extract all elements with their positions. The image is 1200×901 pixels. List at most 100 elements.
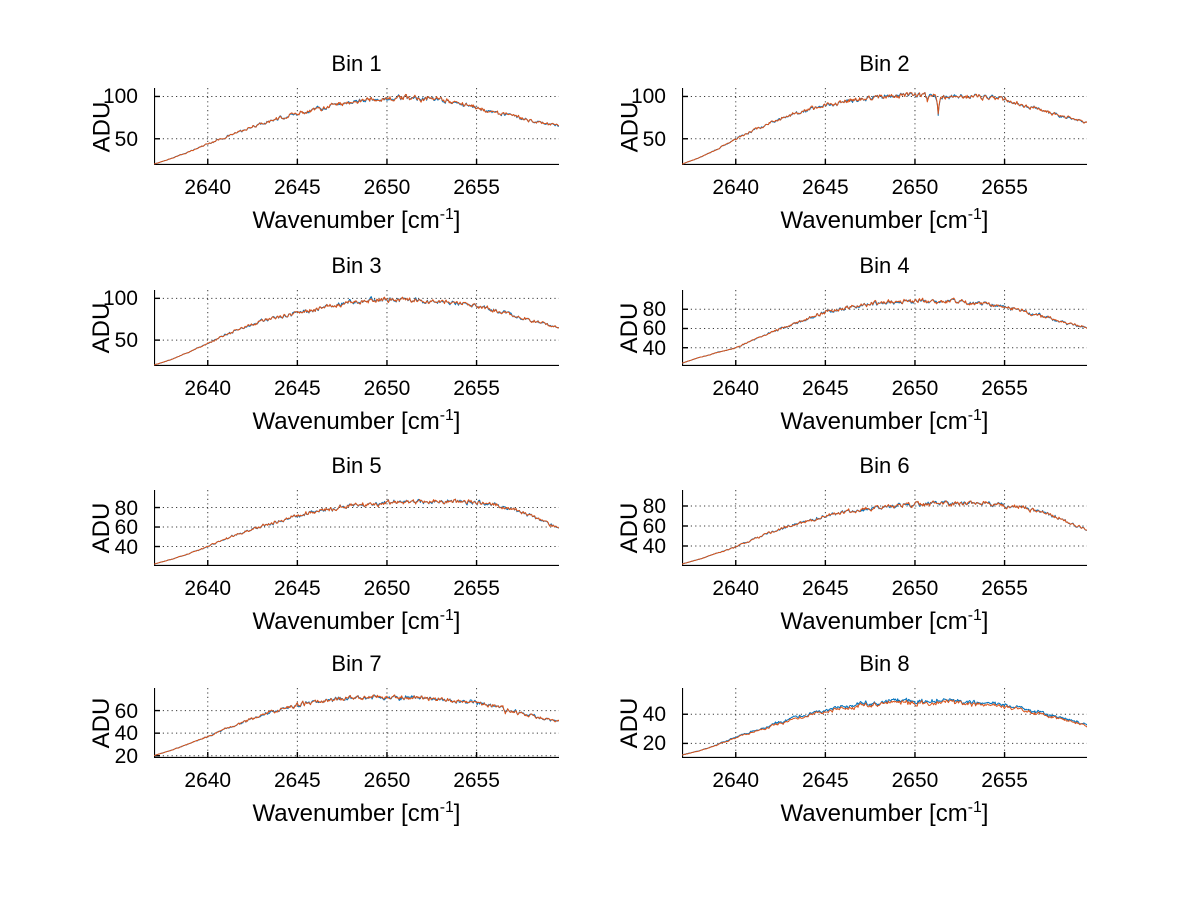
x-tick-label: 2655 [453, 769, 500, 792]
trace-orange [154, 694, 559, 757]
trace-blue [154, 694, 559, 757]
x-axis-label-text: Wavenumber [cm [780, 608, 968, 635]
trace-orange [682, 699, 1087, 756]
x-axis-label-sup: -1 [439, 607, 454, 625]
y-tick-label: 60 [642, 317, 666, 341]
x-axis-label-sup: -1 [439, 799, 454, 817]
x-axis-label-end: ] [981, 207, 989, 234]
x-tick-label: 2640 [712, 577, 760, 600]
x-axis-label-end: ] [981, 608, 989, 635]
subplot-bin-2: Bin 2 ADU Wavenumber [cm-1] 50 100 2640 264… [552, 42, 1112, 247]
y-tick-label: 100 [102, 85, 138, 109]
x-axis-label-sup: -1 [967, 407, 982, 425]
trace-orange [154, 93, 559, 165]
x-tick-label: 2655 [981, 769, 1028, 792]
x-axis-label-sup: -1 [439, 206, 454, 224]
x-tick-label: 2645 [274, 577, 321, 600]
y-tick-label: 60 [642, 515, 666, 538]
trace-orange [154, 498, 559, 565]
y-tick-label: 40 [642, 535, 666, 558]
x-tick-label: 2640 [184, 769, 232, 792]
x-axis-label: Wavenumber [cm-1] [154, 607, 559, 639]
y-tick-label: 40 [114, 535, 138, 559]
subplot-bin-1: Bin 1 ADU Wavenumber [cm-1] 50 100 2640 264… [24, 42, 584, 247]
x-axis-label-end: ] [453, 207, 461, 234]
y-tick-label: 40 [114, 722, 138, 746]
trace-blue [682, 298, 1087, 364]
plot-area [154, 688, 559, 758]
subplot-title: Bin 8 [859, 651, 910, 676]
x-tick-label: 2640 [184, 377, 232, 400]
trace-blue [154, 296, 559, 366]
y-tick-label: 100 [102, 287, 138, 311]
plot-area [154, 290, 559, 366]
x-axis-label-sup: -1 [967, 607, 982, 625]
y-tick-label: 20 [642, 732, 666, 756]
subplot-title: Bin 2 [859, 51, 910, 76]
plot-area [682, 490, 1087, 566]
x-axis-label-text: Wavenumber [cm [252, 207, 440, 234]
trace-blue [154, 94, 559, 165]
plot-area [682, 290, 1087, 366]
x-axis-label-text: Wavenumber [cm [252, 800, 440, 827]
x-tick-label: 2650 [363, 377, 411, 400]
subplot-title: Bin 1 [331, 51, 382, 76]
trace-orange [682, 297, 1087, 364]
y-tick-label: 50 [114, 127, 138, 151]
subplot-bin-6: Bin 6 ADU Wavenumber [cm-1] 40 60 80 2640 26… [552, 444, 1112, 648]
trace-blue [682, 697, 1087, 756]
y-tick-label: 100 [630, 85, 666, 109]
x-tick-label: 2650 [891, 577, 939, 600]
x-tick-label: 2645 [802, 176, 849, 199]
x-axis-label: Wavenumber [cm-1] [682, 407, 1087, 439]
x-tick-label: 2655 [453, 577, 500, 600]
trace-blue [154, 498, 559, 565]
trace-orange [682, 92, 1087, 165]
x-tick-label: 2640 [712, 176, 760, 199]
trace-blue [682, 500, 1087, 565]
y-tick-label: 40 [642, 703, 666, 727]
subplot-title: Bin 5 [331, 453, 382, 478]
trace-orange [682, 500, 1087, 565]
x-tick-label: 2650 [363, 769, 411, 792]
x-tick-label: 2645 [802, 769, 849, 792]
subplot-bin-4: Bin 4 ADU Wavenumber [cm-1] 40 60 80 2640 26… [552, 244, 1112, 448]
x-axis-label-text: Wavenumber [cm [252, 408, 440, 435]
x-tick-label: 2650 [891, 377, 939, 400]
x-tick-label: 2655 [981, 577, 1028, 600]
x-tick-label: 2645 [802, 577, 849, 600]
x-tick-label: 2655 [453, 176, 500, 199]
y-tick-label: 80 [642, 495, 666, 518]
y-tick-label: 60 [114, 516, 138, 540]
x-axis-label-end: ] [453, 408, 461, 435]
subplot-bin-5: Bin 5 ADU Wavenumber [cm-1] 40 60 80 2640 26… [24, 444, 584, 648]
x-axis-label-end: ] [453, 800, 461, 827]
x-tick-label: 2645 [802, 377, 849, 400]
subplot-title: Bin 6 [859, 453, 910, 478]
subplot-bin-3: Bin 3 ADU Wavenumber [cm-1] 50 100 2640 264… [24, 244, 584, 448]
x-tick-label: 2645 [274, 176, 321, 199]
subplot-bin-8: Bin 8 ADU Wavenumber [cm-1] 20 40 2640 2645… [552, 642, 1112, 840]
x-axis-label: Wavenumber [cm-1] [154, 407, 559, 439]
plot-area [154, 490, 559, 566]
x-tick-label: 2650 [363, 176, 411, 199]
x-axis-label-text: Wavenumber [cm [780, 207, 968, 234]
x-tick-label: 2650 [891, 769, 939, 792]
y-tick-label: 80 [642, 298, 666, 322]
x-axis-label-text: Wavenumber [cm [252, 608, 440, 635]
x-tick-label: 2655 [981, 176, 1028, 199]
x-tick-label: 2640 [712, 769, 760, 792]
x-axis-label: Wavenumber [cm-1] [154, 799, 559, 831]
trace-orange [154, 296, 559, 366]
plot-area [682, 688, 1087, 758]
x-axis-label-text: Wavenumber [cm [780, 408, 968, 435]
x-tick-label: 2655 [981, 377, 1028, 400]
plot-area [154, 88, 559, 165]
y-tick-label: 50 [642, 127, 666, 151]
y-tick-label: 60 [114, 699, 138, 723]
x-tick-label: 2640 [184, 577, 232, 600]
x-axis-label-sup: -1 [967, 206, 982, 224]
subplot-title: Bin 4 [859, 253, 910, 278]
x-tick-label: 2640 [712, 377, 760, 400]
